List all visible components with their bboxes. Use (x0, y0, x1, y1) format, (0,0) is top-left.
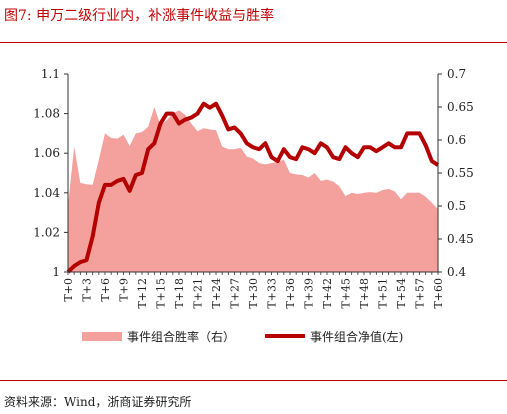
y-left-tick-label: 1.1 (41, 67, 60, 81)
x-tick-label: T+48 (358, 278, 371, 309)
figure-source: 资料来源：Wind，浙商证券研究所 (4, 395, 192, 409)
x-tick-label: T+30 (247, 278, 260, 309)
y-right-tick-label: 0.65 (447, 100, 474, 114)
x-tick-label: T+33 (266, 278, 279, 309)
legend-label-line: 事件组合净值(左) (310, 329, 403, 344)
x-tick-label: T+3 (81, 278, 94, 302)
x-tick-label: T+27 (229, 278, 242, 309)
x-tick-label: T+21 (192, 278, 205, 309)
x-tick-label: T+42 (321, 278, 334, 309)
y-left-tick-label: 1 (52, 265, 60, 279)
y-left-tick-label: 1.08 (33, 107, 60, 121)
y-right-tick-label: 0.7 (447, 67, 466, 81)
y-right-tick-label: 0.4 (447, 265, 466, 279)
area-layer (68, 107, 438, 272)
series-winrate-area (68, 107, 438, 272)
legend-swatch-area (82, 332, 122, 341)
x-tick-label: T+60 (432, 278, 445, 309)
title-rule (0, 42, 507, 43)
y-right-tick-label: 0.6 (447, 133, 466, 147)
x-tick-label: T+24 (210, 278, 223, 309)
axis-layer: 1 1.02 1.04 1.06 1.08 1.1 0.4 0.45 0.5 0.55 0.6 0.6… (33, 67, 473, 309)
x-tick-label: T+18 (173, 278, 186, 309)
x-tick-label: T+57 (414, 278, 427, 309)
y-right-tick-label: 0.55 (447, 166, 474, 180)
series-netvalue-line (66, 101, 440, 274)
source-rule (0, 380, 507, 381)
x-tick-label: T+6 (99, 278, 112, 302)
legend: 事件组合胜率（右） 事件组合净值(左) (82, 329, 403, 344)
x-tick-label: T+51 (377, 278, 390, 309)
y-left-tick-label: 1.02 (33, 225, 60, 239)
y-left-tick-label: 1.04 (33, 186, 60, 200)
line-layer (66, 101, 440, 274)
x-tick-label: T+0 (62, 278, 75, 302)
y-left-tick-label: 1.06 (33, 146, 60, 160)
legend-label-area: 事件组合胜率（右） (127, 329, 235, 344)
y-right-tick-label: 0.45 (447, 232, 474, 246)
x-tick-label: T+45 (340, 278, 353, 309)
chart: 1 1.02 1.04 1.06 1.08 1.1 0.4 0.45 0.5 0.55 0.6 0.6… (33, 67, 473, 344)
figure-title: 图7: 申万二级行业内，补涨事件收益与胜率 (4, 8, 275, 24)
x-tick-label: T+9 (118, 278, 131, 302)
x-tick-label: T+15 (155, 278, 168, 309)
x-tick-label: T+12 (136, 278, 149, 309)
y-right-tick-label: 0.5 (447, 199, 466, 213)
x-tick-label: T+39 (303, 278, 316, 309)
x-tick-label: T+36 (284, 278, 297, 309)
x-tick-label: T+54 (395, 278, 408, 309)
